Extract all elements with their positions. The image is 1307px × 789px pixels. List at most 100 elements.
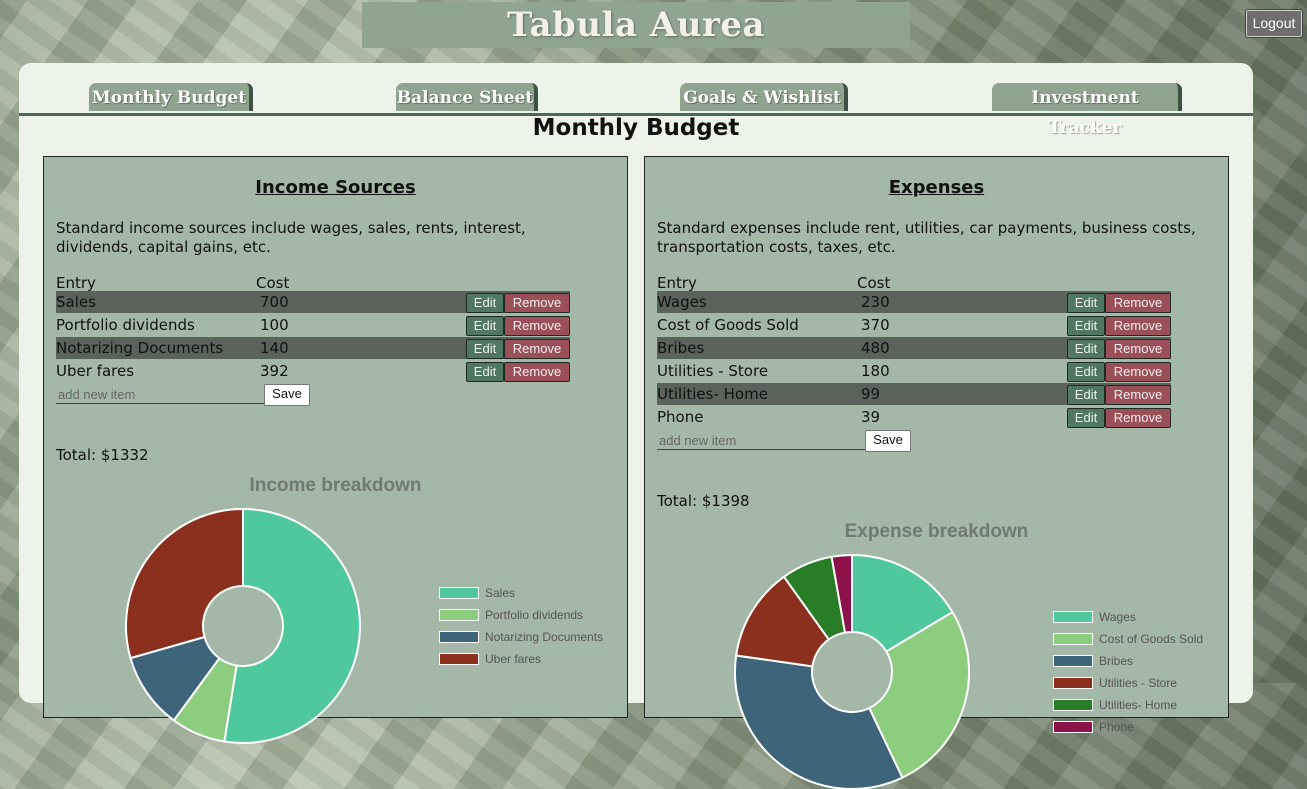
- income-save-button[interactable]: Save: [264, 384, 310, 406]
- income-title: Income Sources: [255, 177, 416, 198]
- entry-name: Sales: [56, 293, 96, 311]
- tab-investment-tracker[interactable]: Investment Tracker: [992, 83, 1182, 138]
- income-section: Income Sources Standard income sources i…: [43, 156, 628, 744]
- edit-button[interactable]: Edit: [1067, 385, 1105, 405]
- legend-label: Phone: [1099, 720, 1134, 734]
- entry-name: Uber fares: [56, 362, 135, 380]
- tab-monthly-budget[interactable]: Monthly Budget: [89, 83, 253, 111]
- tab-bar: Monthly Budget Balance Sheet Goals & Wis…: [19, 83, 1253, 138]
- expenses-title: Expenses: [888, 177, 985, 198]
- entry-cost: 99: [861, 385, 881, 403]
- edit-button[interactable]: Edit: [466, 362, 504, 382]
- legend-label: Notarizing Documents: [485, 630, 604, 644]
- expenses-total: Total: $1398: [657, 492, 750, 510]
- expense-donut-chart: [734, 553, 970, 789]
- income-entry-header: Entry: [56, 274, 96, 292]
- legend-label: Utilities - Store: [1099, 676, 1178, 690]
- remove-button[interactable]: Remove: [1105, 408, 1171, 428]
- income-add-input[interactable]: [56, 385, 264, 404]
- expense-row: Wages 230 Edit Remove: [657, 291, 1171, 313]
- remove-button[interactable]: Remove: [1105, 339, 1171, 359]
- legend-swatch: [1053, 633, 1093, 645]
- legend-label: Bribes: [1099, 654, 1134, 668]
- app-title: Tabula Aurea: [362, 2, 910, 48]
- expenses-description: Standard expenses include rent, utilitie…: [657, 219, 1196, 256]
- entry-name: Bribes: [657, 339, 705, 357]
- remove-button[interactable]: Remove: [1105, 385, 1171, 405]
- legend-swatch: [439, 587, 479, 599]
- slice-uber-fares: [125, 507, 244, 660]
- remove-button[interactable]: Remove: [1105, 316, 1171, 336]
- income-row: Notarizing Documents 140 Edit Remove: [56, 337, 570, 359]
- legend-label: Portfolio dividends: [485, 608, 584, 622]
- entry-cost: 392: [260, 362, 289, 380]
- entry-cost: 230: [861, 293, 890, 311]
- legend-swatch: [439, 631, 479, 643]
- main-panel: Monthly Budget Balance Sheet Goals & Wis…: [19, 63, 1253, 789]
- remove-button[interactable]: Remove: [1105, 362, 1171, 382]
- legend-label: Sales: [485, 586, 516, 600]
- expenses-section: Expenses Standard expenses include rent,…: [644, 156, 1229, 789]
- entry-name: Cost of Goods Sold: [657, 316, 799, 334]
- edit-button[interactable]: Edit: [466, 339, 504, 359]
- entry-cost: 140: [260, 339, 289, 357]
- expenses-entry-header: Entry: [657, 274, 697, 292]
- entry-name: Phone: [657, 408, 704, 426]
- legend-swatch: [1053, 677, 1093, 689]
- expenses-chart-title: Expense breakdown: [844, 521, 1029, 542]
- legend-label: Wages: [1099, 610, 1136, 624]
- entry-name: Portfolio dividends: [56, 316, 195, 334]
- legend-label: Utilities- Home: [1099, 698, 1178, 712]
- tab-goals-wishlist[interactable]: Goals & Wishlist: [680, 83, 848, 111]
- income-row: Portfolio dividends 100 Edit Remove: [56, 314, 570, 336]
- entry-cost: 480: [861, 339, 890, 357]
- edit-button[interactable]: Edit: [1067, 362, 1105, 382]
- expense-row: Utilities- Home 99 Edit Remove: [657, 383, 1171, 405]
- edit-button[interactable]: Edit: [1067, 339, 1105, 359]
- legend-swatch: [1053, 721, 1093, 733]
- expense-row: Bribes 480 Edit Remove: [657, 337, 1171, 359]
- edit-button[interactable]: Edit: [1067, 408, 1105, 428]
- remove-button[interactable]: Remove: [504, 339, 570, 359]
- income-row: Sales 700 Edit Remove: [56, 291, 570, 313]
- remove-button[interactable]: Remove: [504, 316, 570, 336]
- slice-sales: [223, 507, 361, 744]
- expense-row: Cost of Goods Sold 370 Edit Remove: [657, 314, 1171, 336]
- entry-cost: 370: [861, 316, 890, 334]
- tab-balance-sheet[interactable]: Balance Sheet: [396, 83, 538, 111]
- edit-button[interactable]: Edit: [1067, 293, 1105, 313]
- remove-button[interactable]: Remove: [504, 293, 570, 313]
- edit-button[interactable]: Edit: [466, 293, 504, 313]
- logout-button[interactable]: Logout: [1245, 9, 1303, 38]
- edit-button[interactable]: Edit: [1067, 316, 1105, 336]
- entry-cost: 39: [861, 408, 881, 426]
- income-chart-title: Income breakdown: [249, 475, 422, 496]
- remove-button[interactable]: Remove: [1105, 293, 1171, 313]
- entry-cost: 180: [861, 362, 890, 380]
- expenses-add-input[interactable]: [657, 431, 865, 450]
- legend-label: Uber fares: [485, 652, 542, 666]
- entry-name: Notarizing Documents: [56, 339, 224, 357]
- expenses-cost-header: Cost: [857, 274, 891, 292]
- entry-cost: 700: [260, 293, 289, 311]
- entry-name: Utilities - Store: [657, 362, 769, 380]
- income-row: Uber fares 392 Edit Remove: [56, 360, 570, 382]
- income-total: Total: $1332: [56, 446, 149, 464]
- legend-swatch: [439, 609, 479, 621]
- page-title: Monthly Budget: [532, 115, 740, 141]
- edit-button[interactable]: Edit: [466, 316, 504, 336]
- remove-button[interactable]: Remove: [504, 362, 570, 382]
- entry-name: Wages: [657, 293, 707, 311]
- entry-name: Utilities- Home: [657, 385, 768, 403]
- legend-label: Cost of Goods Sold: [1099, 632, 1204, 646]
- legend-swatch: [1053, 655, 1093, 667]
- legend-swatch: [1053, 611, 1093, 623]
- expense-row: Utilities - Store 180 Edit Remove: [657, 360, 1171, 382]
- income-description: Standard income sources include wages, s…: [56, 219, 526, 256]
- legend-swatch: [439, 653, 479, 665]
- income-cost-header: Cost: [256, 274, 290, 292]
- slice-phone: [830, 553, 853, 634]
- income-donut-chart: [125, 507, 361, 744]
- expenses-save-button[interactable]: Save: [865, 430, 911, 452]
- slice-wages: [851, 553, 954, 653]
